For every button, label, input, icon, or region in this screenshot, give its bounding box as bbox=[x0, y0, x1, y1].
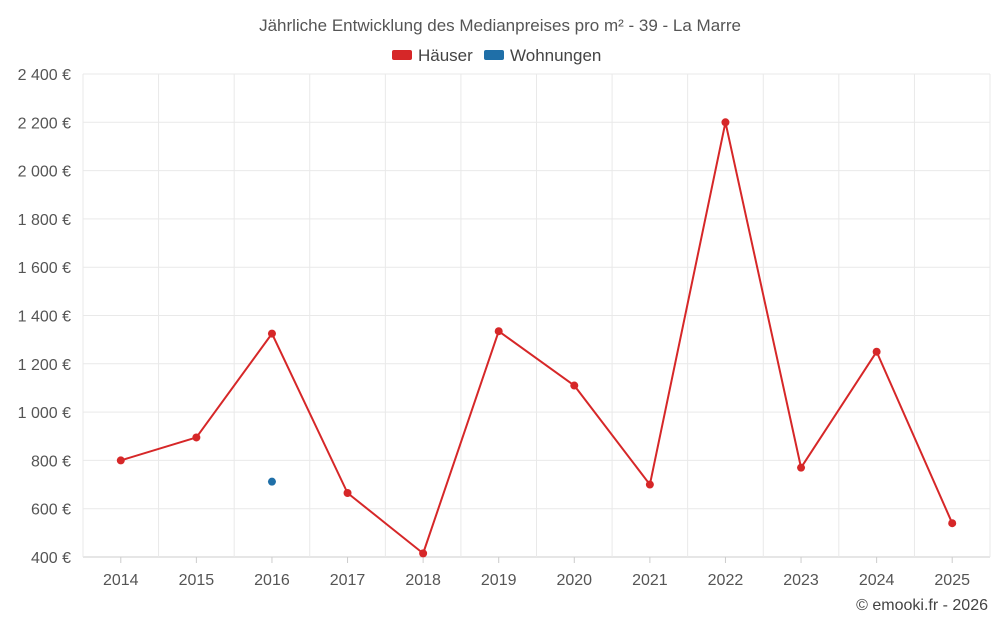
x-tick-label: 2022 bbox=[708, 572, 744, 589]
x-tick-label: 2020 bbox=[556, 572, 592, 589]
series-line-haeuser bbox=[120, 121, 954, 555]
data-point-haeuser[interactable] bbox=[948, 519, 957, 528]
x-tick-label: 2014 bbox=[103, 572, 139, 589]
y-tick-label: 800 € bbox=[31, 453, 71, 470]
legend-item-wohnungen[interactable]: Wohnungen bbox=[484, 46, 601, 65]
data-point-haeuser[interactable] bbox=[419, 549, 428, 558]
data-point-haeuser[interactable] bbox=[494, 327, 503, 336]
x-tick-label: 2016 bbox=[254, 572, 290, 589]
grid bbox=[82, 73, 991, 558]
y-tick-label: 1 800 € bbox=[18, 212, 71, 229]
y-tick-label: 2 000 € bbox=[18, 164, 71, 181]
data-point-haeuser[interactable] bbox=[116, 456, 125, 465]
y-tick-label: 400 € bbox=[31, 550, 71, 567]
y-tick-label: 1 400 € bbox=[18, 309, 71, 326]
data-point-haeuser[interactable] bbox=[570, 381, 579, 390]
y-tick-label: 2 200 € bbox=[18, 115, 71, 132]
x-tick-label: 2024 bbox=[859, 572, 895, 589]
x-tick-label: 2019 bbox=[481, 572, 517, 589]
legend-label-haeuser: Häuser bbox=[418, 46, 473, 65]
y-tick-label: 1 600 € bbox=[18, 260, 71, 277]
chart-title: Jährliche Entwicklung des Medianpreises … bbox=[259, 16, 741, 35]
legend-swatch-haeuser bbox=[392, 50, 412, 60]
series-layer bbox=[116, 118, 957, 558]
data-point-haeuser[interactable] bbox=[267, 329, 276, 338]
y-tick-label: 600 € bbox=[31, 502, 71, 519]
legend-label-wohnungen: Wohnungen bbox=[510, 46, 601, 65]
x-axis: 2014 2015 2016 2017 2018 2019 2020 2021 2022 2023… bbox=[103, 557, 970, 589]
data-point-haeuser[interactable] bbox=[192, 433, 201, 442]
data-point-haeuser[interactable] bbox=[645, 480, 654, 489]
x-tick-label: 2015 bbox=[179, 572, 215, 589]
y-tick-label: 1 000 € bbox=[18, 405, 71, 422]
x-tick-label: 2018 bbox=[405, 572, 441, 589]
data-point-haeuser[interactable] bbox=[721, 118, 730, 127]
y-axis: 400 € 600 € 800 € 1 000 € 1 200 € 1 400 € 1 60… bbox=[18, 67, 71, 567]
x-tick-label: 2023 bbox=[783, 572, 819, 589]
legend-swatch-wohnungen bbox=[484, 50, 504, 60]
data-point-haeuser[interactable] bbox=[797, 463, 806, 472]
data-point-haeuser[interactable] bbox=[872, 347, 881, 356]
x-tick-label: 2025 bbox=[934, 572, 970, 589]
y-tick-label: 1 200 € bbox=[18, 357, 71, 374]
y-tick-label: 2 400 € bbox=[18, 67, 71, 84]
series-haeuser bbox=[116, 118, 957, 558]
x-tick-label: 2017 bbox=[330, 572, 366, 589]
legend-item-haeuser[interactable]: Häuser bbox=[392, 46, 473, 65]
legend: Häuser Wohnungen bbox=[392, 46, 601, 65]
credit-label: © emooki.fr - 2026 bbox=[856, 597, 988, 614]
series-wohnungen bbox=[267, 477, 276, 486]
x-tick-label: 2021 bbox=[632, 572, 668, 589]
data-point-wohnungen[interactable] bbox=[267, 477, 276, 486]
data-point-haeuser[interactable] bbox=[343, 489, 352, 498]
